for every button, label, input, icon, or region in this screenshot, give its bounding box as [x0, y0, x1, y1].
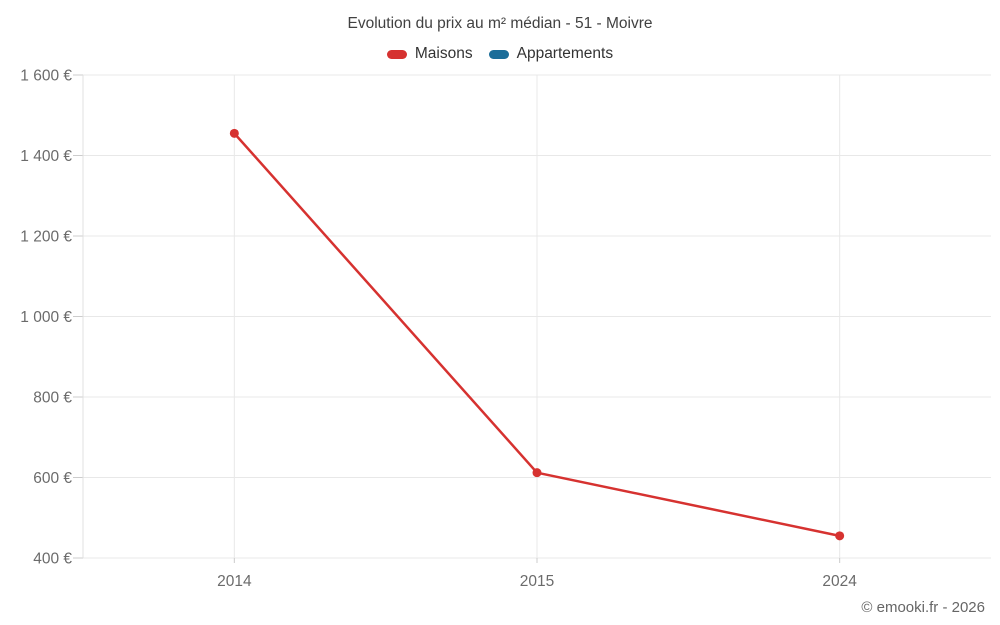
x-axis-label: 2015: [520, 573, 554, 590]
y-axis-label: 1 200 €: [20, 229, 72, 246]
data-point-maisons: [835, 531, 845, 541]
x-axis-label: 2014: [217, 573, 252, 590]
y-axis-label: 1 600 €: [20, 68, 72, 85]
y-axis-label: 1 000 €: [20, 309, 72, 326]
y-axis-label: 400 €: [33, 551, 72, 568]
appartements-swatch-icon: [488, 49, 509, 59]
maisons-swatch-icon: [386, 49, 407, 59]
y-axis-label: 1 400 €: [20, 148, 72, 165]
y-axis-label: 800 €: [33, 390, 72, 407]
copyright-watermark: © emooki.fr - 2026: [861, 599, 985, 616]
legend-item-appartements[interactable]: Appartements: [488, 45, 614, 63]
data-point-maisons: [229, 128, 239, 138]
legend-label-appartements: Appartements: [516, 45, 614, 62]
chart-title: Evolution du prix au m² médian - 51 - Mo…: [347, 15, 653, 32]
data-point-maisons: [532, 468, 542, 478]
legend-label-maisons: Maisons: [414, 45, 473, 62]
legend-item-maisons[interactable]: Maisons: [386, 45, 473, 63]
x-axis-label: 2024: [822, 573, 857, 590]
chart-legend: Maisons Appartements: [0, 45, 1000, 63]
y-axis-label: 600 €: [33, 470, 72, 487]
